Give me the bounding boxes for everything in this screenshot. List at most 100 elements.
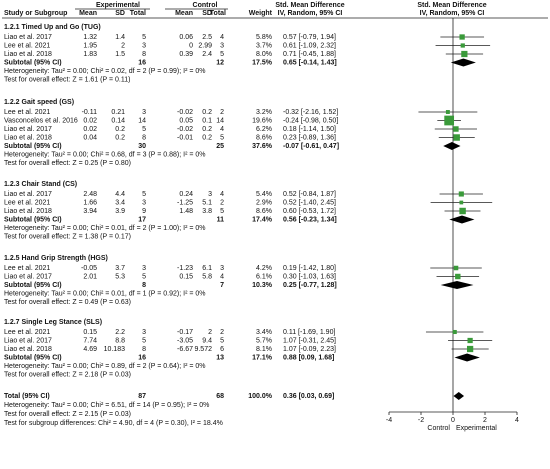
cell: 3 — [220, 42, 224, 49]
summary-weight: 10.3% — [252, 282, 273, 289]
header-study: Study or Subgroup — [4, 10, 67, 17]
x-tick-label: 0 — [451, 417, 455, 424]
ci-text: 0.52 [-1.40, 2.45] — [283, 199, 336, 206]
overall-test: Test for overall effect: Z = 2.15 (P = 0… — [4, 411, 131, 418]
cell: 0.06 — [179, 34, 193, 41]
overall-test: Test for overall effect: Z = 0.49 (P = 0… — [4, 299, 131, 306]
study-name: Liao et al. 2018 — [4, 134, 52, 141]
cell: 14 — [216, 117, 224, 124]
summary-total: 25 — [216, 143, 224, 150]
weight: 2.9% — [256, 199, 272, 206]
weight: 6.1% — [256, 273, 272, 280]
cell: 0.39 — [179, 51, 193, 58]
cell: 5 — [142, 191, 146, 198]
cell: 5 — [220, 134, 224, 141]
ci-text: 1.07 [-0.31, 2.45] — [283, 337, 336, 344]
weight: 8.1% — [256, 346, 272, 353]
overall-test: Test for overall effect: Z = 0.25 (P = 0… — [4, 160, 131, 167]
cell: 5 — [220, 51, 224, 58]
summary-ci: -0.07 [-0.61, 0.47] — [283, 143, 339, 150]
summary-label: Subtotal (95% CI) — [4, 143, 62, 150]
summary-total: 87 — [138, 393, 146, 400]
weight: 5.4% — [256, 191, 272, 198]
study-marker — [453, 134, 460, 141]
cell: 0.05 — [179, 117, 193, 124]
summary-total: 30 — [138, 143, 146, 150]
cell: -0.01 — [177, 134, 193, 141]
cell: 3 — [142, 199, 146, 206]
heterogeneity: Heterogeneity: Tau² = 0.00; Chi² = 0.01,… — [4, 290, 206, 297]
heterogeneity: Heterogeneity: Tau² = 0.00; Chi² = 0.68,… — [4, 151, 206, 158]
cell: 3.9 — [115, 208, 125, 215]
cell: 9.4 — [202, 337, 212, 344]
group-title: 1.2.1 Timed Up and Go (TUG) — [4, 24, 101, 31]
overall-test: Test for overall effect: Z = 2.18 (P = 0… — [4, 371, 131, 378]
cell: 8 — [142, 346, 146, 353]
weight: 5.7% — [256, 337, 272, 344]
header-mean: Mean — [175, 10, 193, 17]
cell: 0.15 — [83, 329, 97, 336]
cell: 5.3 — [115, 273, 125, 280]
cell: 0.2 — [202, 126, 212, 133]
summary-weight: 17.1% — [252, 354, 273, 361]
study-marker — [445, 110, 450, 114]
summary-total: 8 — [142, 282, 146, 289]
pooled-diamond — [443, 142, 461, 150]
cell: 2.48 — [83, 191, 97, 198]
cell: 8 — [142, 51, 146, 58]
header-experimental: Experimental — [96, 2, 140, 9]
cell: 0.02 — [83, 126, 97, 133]
cell: 0.04 — [83, 134, 97, 141]
favours-label: Experimental — [456, 425, 497, 432]
ci-text: 0.19 [-1.42, 1.80] — [283, 265, 336, 272]
cell: 3.7 — [115, 265, 125, 272]
header-mean: Mean — [79, 10, 97, 17]
summary-ci: 0.56 [-0.23, 1.34] — [283, 216, 337, 223]
summary-total: 11 — [217, 216, 225, 223]
x-tick-label: -2 — [418, 417, 424, 424]
x-tick-label: 4 — [515, 417, 519, 424]
summary-ci: 0.25 [-0.77, 1.28] — [283, 282, 337, 289]
header-sd: SD — [202, 10, 212, 17]
cell: 2.2 — [115, 329, 125, 336]
cell: 0 — [189, 42, 193, 49]
cell: 3.4 — [115, 199, 125, 206]
weight: 8.6% — [256, 134, 272, 141]
study-name: Liao et al. 2017 — [4, 126, 52, 133]
cell: 3 — [142, 42, 146, 49]
pooled-diamond — [454, 353, 480, 362]
cell: 3 — [220, 265, 224, 272]
cell: 2.01 — [83, 273, 97, 280]
study-marker — [467, 337, 473, 344]
cell: 2 — [220, 199, 224, 206]
cell: 3.8 — [202, 208, 212, 215]
study-marker — [460, 43, 465, 48]
summary-ci: 0.88 [0.09, 1.68] — [283, 354, 334, 361]
study-marker — [459, 200, 464, 205]
pooled-diamond — [440, 281, 474, 289]
cell: 0.14 — [111, 117, 125, 124]
cell: 5 — [142, 273, 146, 280]
cell: 3.94 — [83, 208, 97, 215]
study-marker — [444, 115, 455, 126]
weight: 8.6% — [256, 208, 272, 215]
heterogeneity: Heterogeneity: Tau² = 0.00; Chi² = 6.51,… — [4, 402, 209, 409]
header-total: Total — [130, 10, 146, 17]
cell: -1.25 — [177, 199, 193, 206]
cell: 4 — [220, 191, 224, 198]
summary-ci: 0.65 [-0.14, 1.43] — [283, 59, 337, 66]
heterogeneity: Heterogeneity: Tau² = 0.00; Chi² = 0.02,… — [4, 68, 206, 75]
cell: -1.23 — [177, 265, 193, 272]
study-marker — [459, 34, 465, 40]
cell: 0.2 — [202, 109, 212, 116]
cell: 2 — [220, 109, 224, 116]
cell: 3 — [142, 265, 146, 272]
cell: 2.5 — [202, 34, 212, 41]
study-name: Liao et al. 2017 — [4, 273, 52, 280]
cell: 0.2 — [115, 126, 125, 133]
summary-total: 12 — [216, 59, 224, 66]
cell: 5 — [220, 337, 224, 344]
cell: 6 — [220, 346, 224, 353]
header-weight: Weight — [249, 10, 273, 17]
cell: 5.1 — [202, 199, 212, 206]
